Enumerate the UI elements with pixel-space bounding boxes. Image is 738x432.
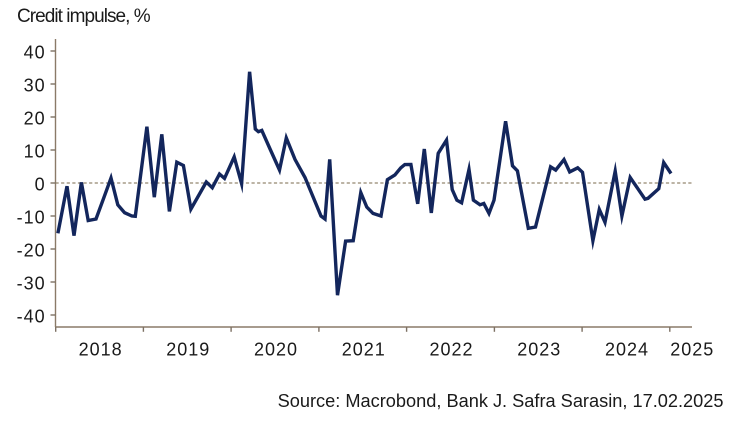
- svg-text:20: 20: [24, 108, 46, 128]
- svg-text:2022: 2022: [429, 340, 473, 360]
- svg-text:-20: -20: [17, 240, 46, 260]
- svg-text:2020: 2020: [254, 340, 298, 360]
- svg-text:2018: 2018: [79, 340, 123, 360]
- svg-text:40: 40: [24, 42, 46, 62]
- svg-text:Credit impulse, %: Credit impulse, %: [17, 6, 151, 27]
- svg-text:Source: Macrobond, Bank J. Saf: Source: Macrobond, Bank J. Safra Sarasin…: [278, 391, 724, 411]
- svg-text:2019: 2019: [166, 340, 210, 360]
- svg-text:2021: 2021: [342, 340, 386, 360]
- svg-text:-10: -10: [17, 207, 46, 227]
- svg-text:30: 30: [24, 75, 46, 95]
- svg-text:10: 10: [24, 141, 46, 161]
- svg-text:2024: 2024: [605, 340, 649, 360]
- svg-text:2023: 2023: [517, 340, 561, 360]
- svg-text:-40: -40: [17, 306, 46, 326]
- svg-text:-30: -30: [17, 273, 46, 293]
- svg-text:2025: 2025: [670, 340, 714, 360]
- svg-text:0: 0: [35, 174, 46, 194]
